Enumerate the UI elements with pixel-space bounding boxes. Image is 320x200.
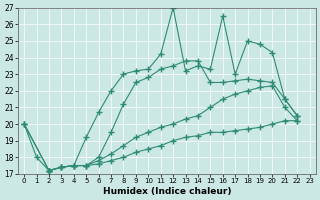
- X-axis label: Humidex (Indice chaleur): Humidex (Indice chaleur): [103, 187, 231, 196]
